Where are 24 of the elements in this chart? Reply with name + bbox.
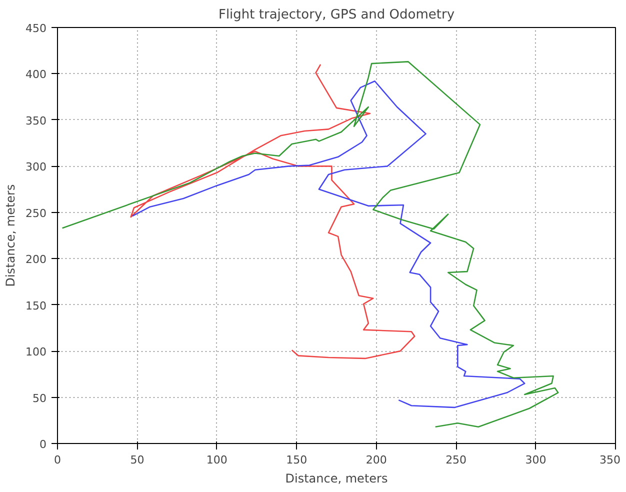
x-axis-title: Distance, meters	[285, 472, 388, 486]
x-tick-label: 0	[54, 454, 61, 466]
x-tick-label: 150	[286, 454, 308, 466]
y-tick-label: 350	[26, 114, 47, 128]
x-tick-label: 250	[446, 454, 467, 466]
y-tick-label: 200	[26, 253, 47, 266]
x-tick-label: 300	[525, 454, 546, 466]
y-tick-label: 0	[40, 438, 46, 451]
x-tick-label: 50	[130, 454, 144, 466]
y-tick-label: 50	[32, 392, 47, 405]
line-series	[62, 61, 559, 428]
line-series	[130, 64, 416, 360]
y-tick-label: 150	[26, 299, 47, 312]
y-axis-title: Distance, meters	[4, 184, 18, 287]
y-tick-label: 400	[26, 68, 47, 82]
x-tick-label: 200	[366, 454, 387, 466]
chart-title: Flight trajectory, GPS and Odometry	[218, 8, 455, 22]
y-tick-label: 100	[26, 346, 47, 359]
y-tick-label: 250	[26, 206, 47, 220]
line-series	[132, 80, 526, 408]
x-tick-label: 350	[600, 454, 621, 466]
y-tick-label: 300	[26, 160, 47, 174]
y-tick-label: 450	[26, 22, 47, 35]
x-tick-label: 100	[206, 454, 228, 466]
